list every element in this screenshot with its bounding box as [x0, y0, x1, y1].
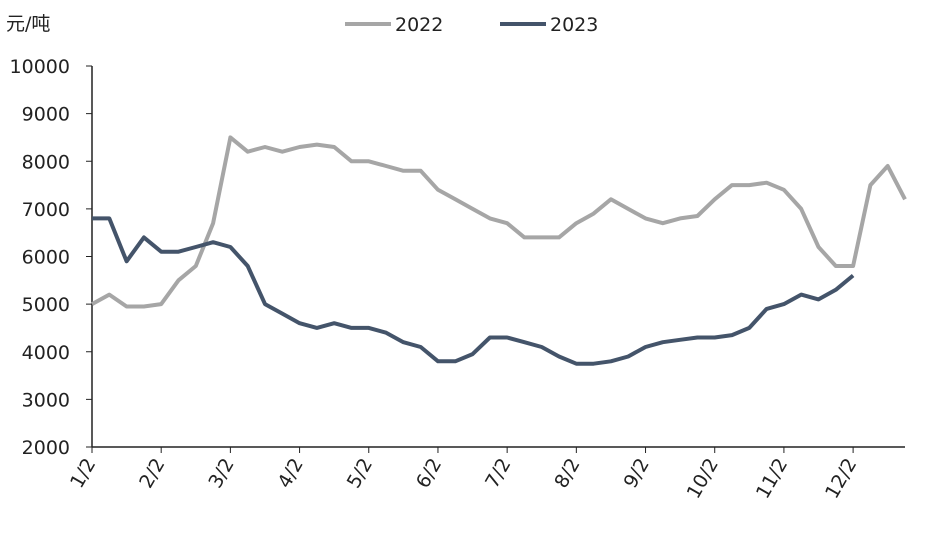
y-tick-label: 7000 [22, 199, 70, 221]
y-tick-label: 4000 [22, 342, 70, 364]
x-tick-label: 3/2 [204, 455, 238, 492]
legend-label: 2023 [550, 14, 598, 36]
x-tick-label: 12/2 [821, 455, 861, 503]
x-tick-label: 2/2 [135, 455, 169, 492]
x-tick-label: 5/2 [343, 455, 377, 492]
y-tick-label: 6000 [22, 247, 70, 269]
x-tick-label: 4/2 [274, 455, 308, 492]
y-tick-label: 5000 [22, 294, 70, 316]
y-tick-label: 9000 [22, 104, 70, 126]
y-tick-label: 10000 [10, 56, 70, 78]
y-tick-label: 3000 [22, 389, 70, 411]
series-line [92, 216, 855, 366]
x-tick-label: 9/2 [620, 455, 654, 492]
y-tick-label: 8000 [22, 151, 70, 173]
x-tick-label: 10/2 [683, 455, 723, 503]
legend-label: 2022 [395, 14, 443, 36]
y-axis-label: 元/吨 [6, 13, 50, 35]
x-tick-label: 6/2 [412, 455, 446, 492]
x-tick-label: 7/2 [481, 455, 515, 492]
series-line [91, 135, 907, 309]
x-tick-label: 8/2 [550, 455, 584, 492]
x-tick-label: 1/2 [66, 455, 100, 492]
y-tick-label: 2000 [22, 437, 70, 459]
x-tick-label: 11/2 [752, 455, 792, 503]
